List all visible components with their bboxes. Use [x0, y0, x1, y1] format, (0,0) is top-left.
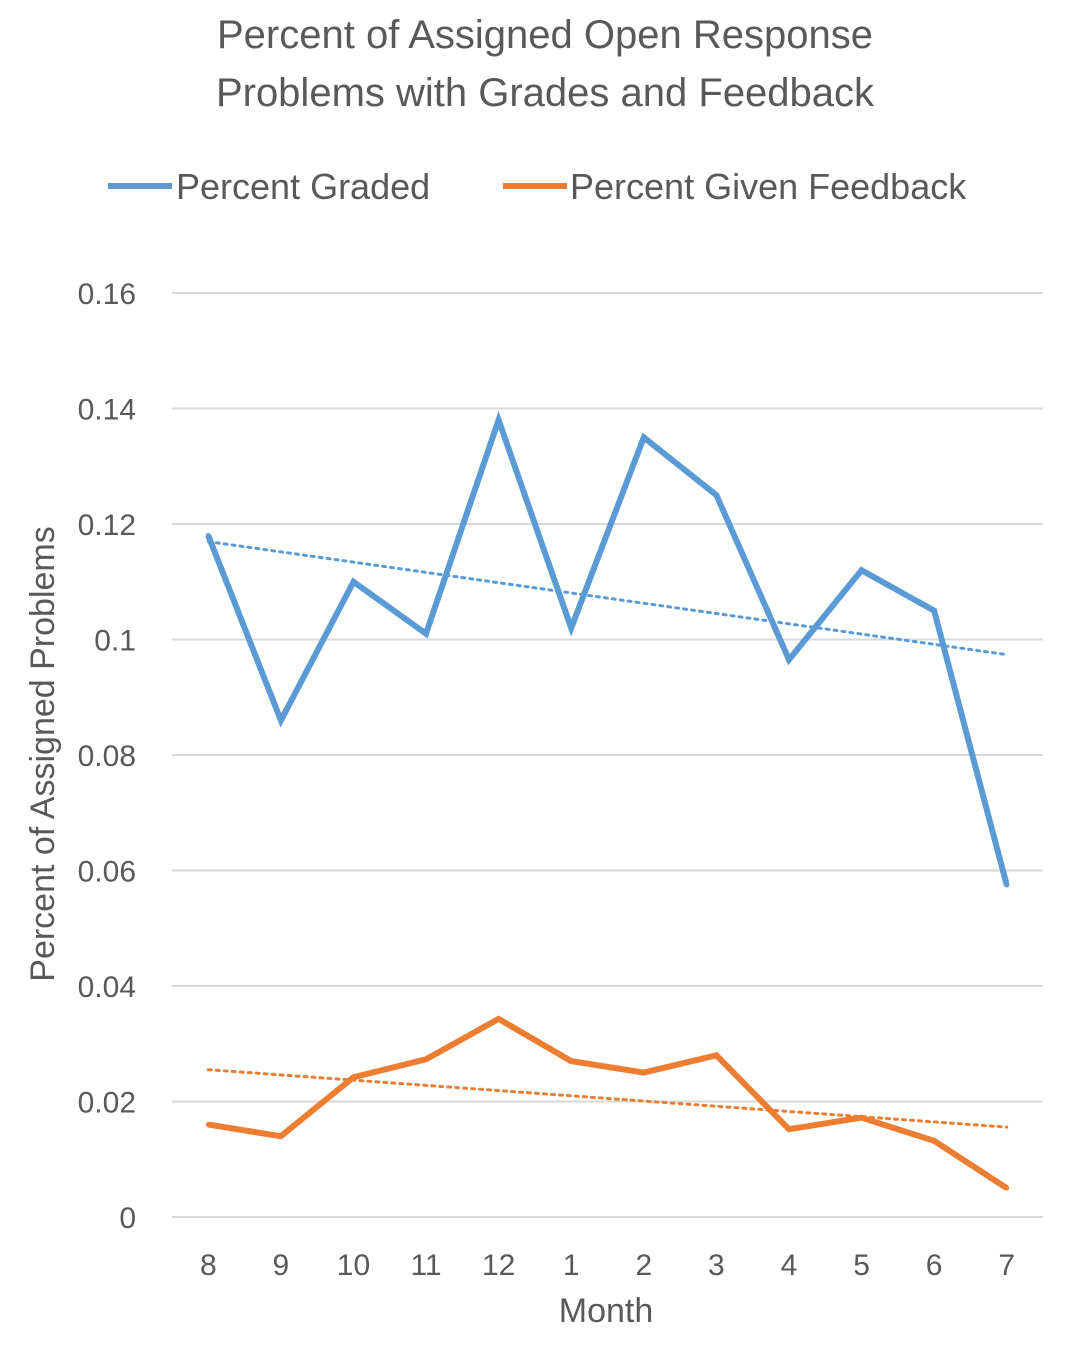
x-tick-label: 10 [337, 1249, 370, 1282]
data-point [568, 1058, 574, 1064]
x-tick-label: 3 [708, 1249, 725, 1282]
y-tick-label: 0.06 [78, 856, 136, 889]
data-point [423, 631, 429, 637]
series-line [207, 1015, 1009, 1191]
y-axis-ticks: 0 0.02 0.04 0.06 0.08 0.1 0.12 0.14 0.16 [78, 278, 136, 1235]
data-point [423, 1056, 429, 1062]
y-tick-label: 0.02 [78, 1087, 136, 1120]
data-point [350, 579, 356, 585]
x-axis-title: Month [559, 1292, 654, 1330]
chart-title-line-2: Problems with Grades and Feedback [216, 71, 875, 115]
x-axis-ticks: 8 9 10 11 12 1 2 3 4 5 6 7 [200, 1249, 1015, 1282]
data-point [496, 417, 502, 423]
trendlines [206, 540, 1009, 1129]
x-tick-label: 6 [926, 1249, 943, 1282]
data-point [931, 1138, 937, 1144]
legend-label: Percent Graded [176, 166, 430, 207]
data-point [641, 434, 647, 440]
x-tick-label: 2 [635, 1249, 652, 1282]
y-tick-label: 0.12 [78, 509, 136, 542]
data-point [859, 567, 865, 573]
data-point [1004, 882, 1010, 888]
series-line [205, 410, 1010, 886]
legend: Percent Graded Percent Given Feedback [108, 166, 967, 207]
x-tick-label: 11 [410, 1249, 441, 1282]
y-tick-label: 0 [119, 1202, 136, 1235]
trendline [206, 1068, 1009, 1129]
data-point [205, 1122, 211, 1128]
chart-title-line-1: Percent of Assigned Open Response [217, 13, 873, 57]
x-tick-label: 7 [998, 1249, 1015, 1282]
data-point [350, 1074, 356, 1080]
y-tick-label: 0.16 [78, 278, 136, 311]
chart-title: Percent of Assigned Open Response Proble… [216, 13, 875, 115]
data-point [1004, 1185, 1010, 1191]
data-point [859, 1115, 865, 1121]
y-tick-label: 0.04 [78, 971, 136, 1004]
x-tick-label: 9 [273, 1249, 290, 1282]
data-point [641, 1070, 647, 1076]
x-tick-label: 5 [853, 1249, 870, 1282]
y-tick-label: 0.1 [94, 625, 136, 658]
data-point [496, 1016, 502, 1022]
gridlines [172, 292, 1043, 1218]
data-point [931, 608, 937, 614]
legend-label: Percent Given Feedback [570, 166, 967, 207]
data-point [278, 1133, 284, 1139]
x-tick-label: 12 [482, 1249, 515, 1282]
data-point [568, 625, 574, 631]
data-point [713, 1052, 719, 1058]
data-point [278, 717, 284, 723]
trendline [206, 540, 1009, 657]
x-tick-label: 1 [563, 1249, 580, 1282]
data-point [786, 1126, 792, 1132]
series-lines [205, 410, 1010, 1191]
data-point [205, 533, 211, 539]
y-tick-label: 0.14 [78, 394, 136, 427]
y-tick-label: 0.08 [78, 740, 136, 773]
data-point [713, 492, 719, 498]
x-tick-label: 8 [200, 1249, 217, 1282]
data-point [786, 657, 792, 663]
x-tick-label: 4 [781, 1249, 798, 1282]
y-axis-title: Percent of Assigned Problems [24, 526, 62, 981]
